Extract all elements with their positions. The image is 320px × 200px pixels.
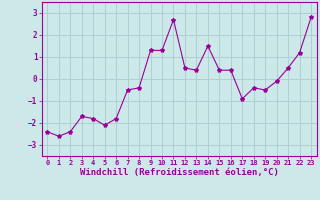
X-axis label: Windchill (Refroidissement éolien,°C): Windchill (Refroidissement éolien,°C) [80,168,279,177]
